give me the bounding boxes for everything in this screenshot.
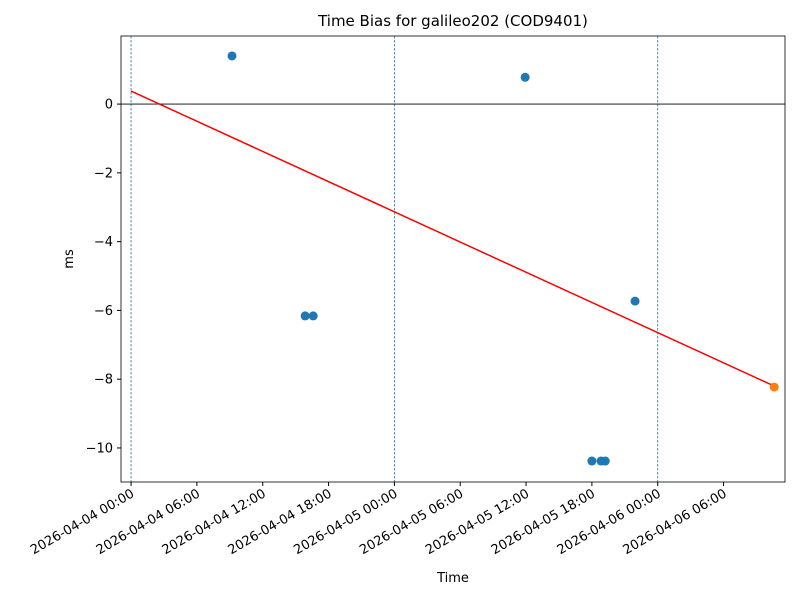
y-tick-label: −4 — [94, 235, 113, 250]
point — [227, 51, 237, 61]
point — [587, 456, 597, 466]
point — [300, 311, 310, 321]
trend-line — [130, 90, 775, 387]
point — [520, 72, 530, 82]
point — [600, 456, 610, 466]
y-tick-label: −6 — [94, 304, 113, 319]
y-tick-label: −8 — [94, 373, 113, 388]
point — [630, 296, 640, 306]
y-tick-label: −2 — [94, 166, 113, 181]
y-tick-label: −10 — [86, 441, 113, 456]
y-axis-label: ms — [62, 249, 77, 269]
point — [769, 382, 779, 392]
chart-title: Time Bias for galileo202 (COD9401) — [317, 12, 588, 30]
plot-frame — [120, 35, 786, 483]
x-axis-label: Time — [436, 571, 469, 586]
y-tick-label: 0 — [105, 98, 113, 113]
point — [308, 311, 318, 321]
